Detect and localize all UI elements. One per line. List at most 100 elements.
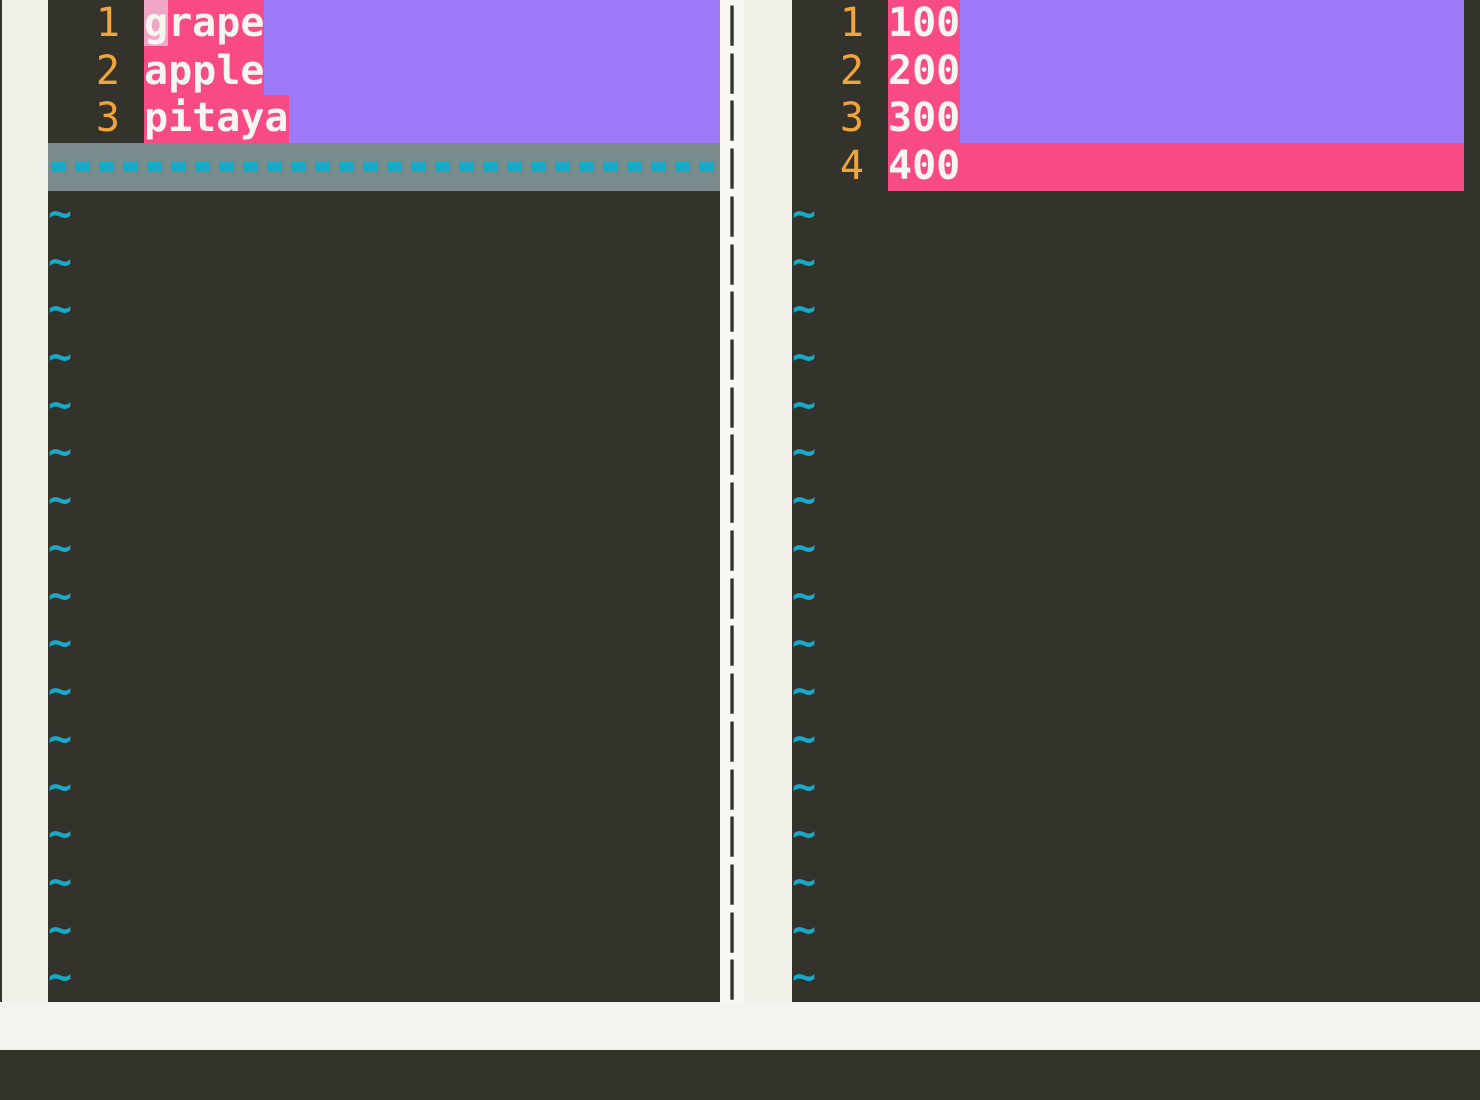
tilde-marker: ~ — [48, 811, 73, 858]
vsplit-bar-glyph: | — [720, 47, 745, 94]
diff-changed-word: apple — [144, 47, 265, 96]
empty-line: ~ — [0, 334, 720, 382]
right-pane-tildes: ~ ~ ~ ~ ~ ~ ~ ~ ~ ~ ~ ~ ~ ~ ~ ~ ~ — [744, 191, 1464, 1002]
empty-line: ~ — [744, 573, 1464, 621]
diff-change-fill — [960, 0, 1464, 48]
vsplit-bar-glyph: | — [720, 954, 745, 1001]
tilde-marker: ~ — [792, 429, 817, 476]
vsplit-bar-glyph: | — [720, 906, 745, 953]
tilde-marker: ~ — [792, 715, 817, 762]
right-editor-pane[interactable]: 1 100 2 200 3 300 4 400 ~ ~ ~ ~ ~ ~ ~ ~ ~ ~ ~ ~ ~ ~ ~ ~… — [744, 0, 1464, 1002]
empty-line: ~ — [0, 954, 720, 1002]
vsplit-bar-glyph: | — [720, 334, 745, 381]
line-number: 1 — [839, 0, 864, 46]
line-number: 3 — [95, 95, 120, 142]
vertical-separator[interactable]: | | | | | | | | | | | | | | | | | | | | | — [720, 0, 792, 1002]
vsplit-bar-column[interactable]: | | | | | | | | | | | | | | | | | | | | | — [720, 0, 744, 1002]
buffer-line[interactable]: 3 300 — [744, 95, 1464, 144]
empty-line: ~ — [744, 525, 1464, 573]
left-fold-column — [2, 0, 48, 1002]
empty-line: ~ — [744, 716, 1464, 764]
empty-line: ~ — [744, 191, 1464, 239]
tilde-marker: ~ — [48, 906, 73, 953]
tilde-marker: ~ — [792, 668, 817, 715]
cursor: g — [144, 0, 169, 46]
empty-line: ~ — [744, 620, 1464, 668]
empty-line: ~ — [744, 429, 1464, 477]
diff-filler-dashes — [51, 162, 715, 173]
tilde-marker: ~ — [792, 381, 817, 428]
empty-line: ~ — [744, 954, 1464, 1002]
tilde-marker: ~ — [48, 715, 73, 762]
left-editor-pane[interactable]: 1 grape 2 apple 3 pitaya ~ ~ ~ ~ ~ ~ ~ ~ ~ ~ ~ ~ ~ ~ ~… — [0, 0, 720, 1002]
empty-line: ~ — [744, 286, 1464, 334]
empty-line: ~ — [0, 907, 720, 955]
empty-line: ~ — [744, 382, 1464, 430]
empty-line: ~ — [0, 382, 720, 430]
buffer-line[interactable]: 4 400 — [744, 143, 1464, 191]
empty-line: ~ — [0, 716, 720, 764]
vsplit-bar-glyph: | — [720, 524, 745, 571]
diff-changed-word: 300 — [888, 95, 961, 144]
line-number: 4 — [839, 143, 864, 190]
tilde-marker: ~ — [48, 572, 73, 619]
empty-line: ~ — [744, 477, 1464, 525]
statusline-left-window[interactable]: foo.txt 1,1 All — [0, 1002, 744, 1100]
tilde-marker: ~ — [48, 286, 73, 333]
tilde-marker: ~ — [792, 190, 817, 237]
line-number: 2 — [839, 47, 864, 94]
diff-changed-word: grape — [144, 0, 265, 48]
diff-change-fill — [288, 95, 720, 144]
vsplit-bar-glyph: | — [720, 286, 745, 333]
vsplit-bar-glyph: | — [720, 238, 745, 285]
line-number: 3 — [839, 95, 864, 142]
vsplit-bar-glyph: | — [720, 477, 745, 524]
diff-delete-band — [48, 143, 720, 191]
tilde-marker: ~ — [48, 858, 73, 905]
tilde-marker: ~ — [792, 811, 817, 858]
vsplit-bar-glyph: | — [720, 763, 745, 810]
empty-line: ~ — [0, 764, 720, 812]
buffer-line[interactable]: 2 200 — [744, 47, 1464, 96]
line-number: 1 — [95, 0, 120, 46]
tilde-marker: ~ — [792, 286, 817, 333]
vsplit-bar-glyph: | — [720, 572, 745, 619]
diff-change-fill — [960, 47, 1464, 96]
vsplit-bar-glyph: | — [720, 190, 745, 237]
vsplit-bar-glyph: | — [720, 715, 745, 762]
vsplit-bar-glyph: | — [720, 811, 745, 858]
vsplit-bar-glyph: | — [720, 429, 745, 476]
empty-line: ~ — [0, 239, 720, 287]
empty-line: ~ — [744, 907, 1464, 955]
vsplit-bar-glyph: | — [720, 668, 745, 715]
empty-line: ~ — [0, 477, 720, 525]
vsplit-bar-glyph: | — [720, 858, 745, 905]
empty-line: ~ — [744, 764, 1464, 812]
buffer-line[interactable]: 2 apple — [0, 47, 720, 96]
buffer-line[interactable]: 3 pitaya — [0, 95, 720, 144]
empty-line: ~ — [0, 429, 720, 477]
empty-line: ~ — [744, 668, 1464, 716]
statusline: foo.txt 1,1 All bar.txt 1,1 All — [0, 1002, 1480, 1100]
empty-line: ~ — [0, 191, 720, 239]
diff-change-fill — [264, 47, 720, 96]
vsplit-bar-glyph: | — [720, 95, 745, 142]
tilde-marker: ~ — [792, 763, 817, 810]
vsplit-bar-glyph: | — [720, 381, 745, 428]
diff-changed-word: pitaya — [144, 95, 289, 144]
diff-filler-line — [0, 143, 720, 191]
statusline-right-window[interactable]: bar.txt 1,1 All — [744, 1002, 1480, 1100]
buffer-line[interactable]: 1 100 — [744, 0, 1464, 48]
tilde-marker: ~ — [0, 191, 72, 239]
empty-line: ~ — [0, 286, 720, 334]
command-line: "bar.txt" 4L, 16C — [0, 1050, 1480, 1100]
empty-line: ~ — [744, 811, 1464, 859]
tilde-marker: ~ — [792, 524, 817, 571]
empty-line: ~ — [744, 334, 1464, 382]
diff-changed-word: 100 — [888, 0, 961, 48]
empty-line: ~ — [0, 573, 720, 621]
tilde-marker: ~ — [792, 238, 817, 285]
tilde-marker: ~ — [792, 572, 817, 619]
buffer-line[interactable]: 1 grape — [0, 0, 720, 48]
diff-change-fill — [264, 0, 720, 48]
